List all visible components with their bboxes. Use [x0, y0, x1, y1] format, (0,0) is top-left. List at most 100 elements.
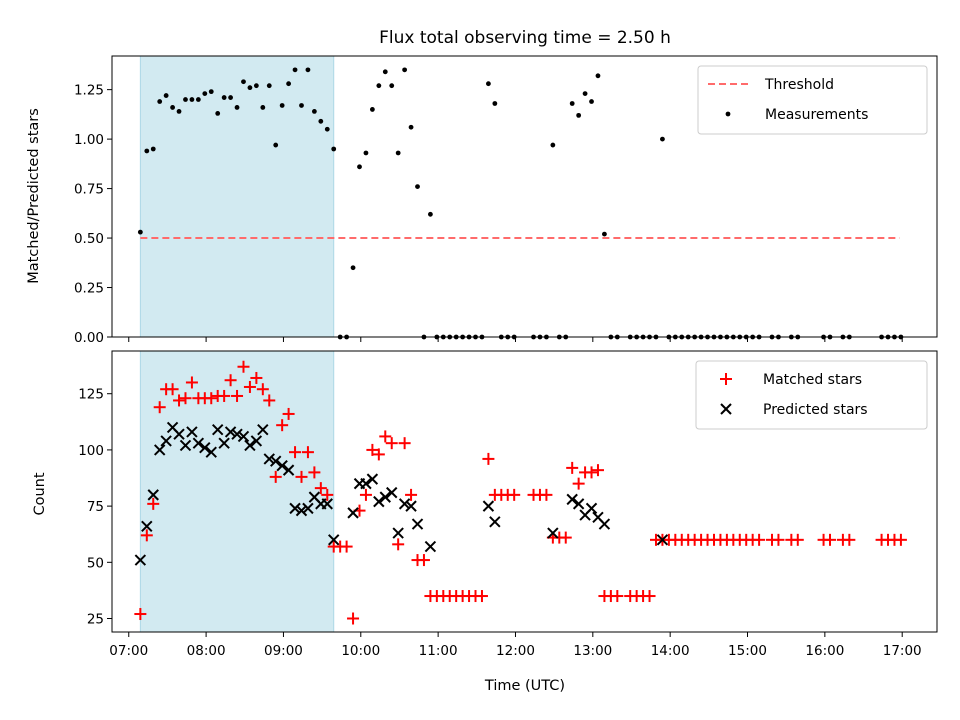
matched-star-point: [301, 446, 314, 459]
predicted-star-point: [192, 437, 205, 449]
predicted-star-point: [392, 527, 404, 539]
y-tick-label: 0.00: [74, 330, 104, 346]
predicted-star-point: [160, 435, 172, 447]
predicted-star-point: [405, 500, 417, 512]
matched-star-point: [250, 371, 263, 384]
legend-box: [697, 65, 928, 135]
measurement-point: [183, 97, 188, 102]
matched-star-point: [153, 401, 166, 414]
measurement-point: [331, 146, 337, 152]
matched-star-point: [379, 430, 392, 443]
legend-box: [695, 360, 928, 430]
matched-star-point: [140, 529, 153, 542]
matched-star-point: [263, 394, 276, 407]
y-tick-label: 100: [78, 443, 104, 459]
x-tick-label: 15:00: [728, 643, 767, 659]
matched-star-point: [611, 590, 624, 603]
matched-star-point: [643, 590, 656, 603]
predicted-star-point: [656, 534, 669, 546]
measurement-point: [311, 109, 317, 114]
matched-star-point: [231, 389, 244, 402]
matched-star-point: [392, 538, 405, 551]
predicted-star-point: [179, 439, 192, 452]
predicted-star-point: [134, 554, 147, 566]
chart-title: Flux total observing time = 2.50 h: [379, 28, 671, 48]
measurement-point: [376, 83, 382, 89]
matched-star-point: [237, 360, 250, 373]
measurement-point: [576, 112, 582, 118]
measurement-point: [589, 99, 594, 104]
x-tick-label: 10:00: [341, 643, 380, 659]
predicted-star-point: [211, 423, 224, 436]
matched-star-point: [256, 383, 269, 396]
measurement-point: [163, 93, 169, 98]
predicted-star-point: [231, 428, 243, 440]
matched-star-point: [824, 533, 837, 546]
matched-star-point: [205, 392, 218, 405]
measurement-point: [228, 95, 233, 100]
measurement-point: [427, 211, 433, 217]
matched-star-point: [340, 540, 353, 553]
x-ticks-count: 07:00 08:00 09:00 10:00 11:00 12:00 13:00 14:00…: [109, 632, 922, 659]
measurement-point: [195, 97, 201, 102]
measurement-point: [305, 67, 311, 73]
measurement-point: [357, 164, 362, 170]
measurement-point: [247, 85, 253, 91]
measurement-point: [221, 95, 227, 100]
predicted-star-point: [218, 437, 230, 449]
matched-star-point: [791, 533, 804, 546]
y-tick-label: 1.00: [74, 132, 104, 148]
measurement-point: [208, 89, 214, 95]
predicted-star-point: [347, 507, 359, 519]
matched-star-point: [243, 380, 256, 393]
measurement-point: [234, 105, 240, 110]
measurement-point: [402, 67, 408, 73]
predicted-star-point: [572, 498, 585, 510]
predicted-star-point: [147, 489, 159, 501]
predicted-star-point: [302, 502, 314, 515]
matched-star-point: [347, 612, 360, 625]
matched-star-point: [559, 531, 572, 544]
matched-star-point: [179, 392, 192, 405]
measurement-point: [408, 124, 414, 130]
measurement-point: [660, 136, 665, 142]
matched-star-point: [417, 554, 430, 567]
measurement-point: [486, 81, 491, 87]
predicted-star-point: [482, 500, 495, 512]
predicted-star-point: [566, 493, 578, 506]
matched-star-point: [372, 448, 385, 461]
y-axis-label-ratio: Matched/Predicted stars: [26, 108, 42, 284]
predicted-star-point: [328, 534, 340, 546]
predicted-star-point: [360, 477, 372, 490]
predicted-star-point: [153, 444, 166, 456]
legend-threshold-label: Threshold: [764, 77, 834, 93]
matched-star-point: [134, 608, 147, 621]
legend-count: Matched stars Predicted stars: [695, 360, 928, 430]
measurement-point: [369, 107, 375, 112]
panel-count: Count Time (UTC) 25 50 75 100 125 07:00 08:00…: [32, 350, 938, 694]
matched-star-point: [405, 488, 418, 501]
legend-matched-label: Matched stars: [763, 372, 862, 388]
matched-star-point: [321, 488, 334, 501]
predicted-star-point: [295, 504, 308, 517]
measurement-point: [389, 83, 395, 89]
y-tick-label: 1.25: [74, 83, 104, 99]
matched-star-point: [218, 389, 231, 402]
predicted-star-point: [141, 520, 153, 533]
matched-star-point: [308, 466, 321, 479]
matched-star-point: [282, 407, 295, 420]
shaded-region: [139, 55, 335, 338]
measurement-point: [292, 67, 298, 73]
y-tick-label: 25: [87, 612, 104, 628]
measurement-point: [492, 101, 498, 106]
x-ticks-ratio: [128, 337, 903, 342]
matched-star-point: [398, 437, 411, 450]
measurement-point: [189, 97, 195, 102]
predicted-star-point: [585, 502, 598, 515]
measurement-point: [202, 91, 208, 96]
matched-star-point: [753, 533, 766, 546]
x-tick-label: 13:00: [573, 643, 612, 659]
predicted-star-point: [186, 426, 198, 438]
x-tick-label: 14:00: [651, 643, 690, 659]
x-tick-label: 09:00: [264, 643, 303, 659]
